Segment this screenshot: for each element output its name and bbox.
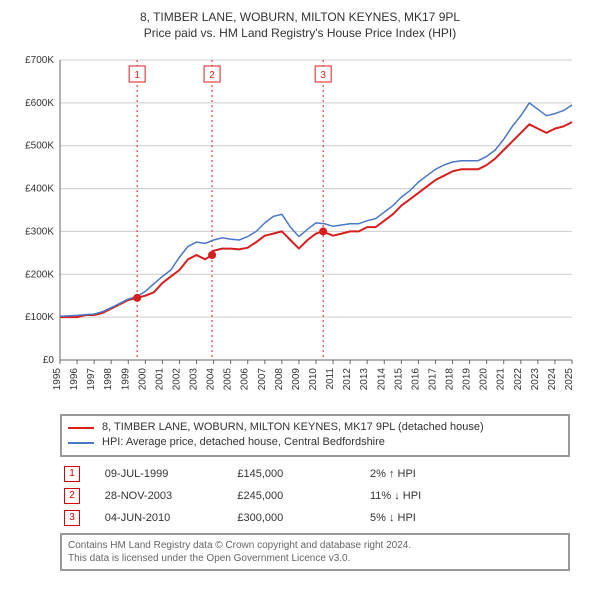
x-tick-label: 2006: [240, 368, 251, 391]
y-tick-label: £700K: [25, 55, 54, 66]
event-price: £300,000: [233, 507, 366, 529]
event-marker-badge: 1: [134, 70, 140, 81]
x-tick-label: 2009: [291, 368, 302, 391]
event-price: £145,000: [233, 463, 366, 485]
x-tick-label: 2019: [462, 368, 473, 391]
x-tick-label: 2000: [137, 368, 148, 391]
y-tick-label: £600K: [25, 98, 54, 109]
x-tick-label: 2003: [189, 368, 200, 391]
x-tick-label: 2022: [513, 368, 524, 391]
page-title-line2: Price paid vs. HM Land Registry's House …: [12, 26, 588, 40]
event-date: 04-JUN-2010: [101, 507, 234, 529]
legend-row: HPI: Average price, detached house, Cent…: [68, 435, 562, 450]
event-badge-cell: 1: [60, 463, 101, 485]
x-tick-label: 2014: [376, 368, 387, 391]
page-title-line1: 8, TIMBER LANE, WOBURN, MILTON KEYNES, M…: [12, 10, 588, 24]
event-marker-badge: 3: [320, 70, 326, 81]
x-tick-label: 2004: [206, 368, 217, 391]
x-tick-label: 2015: [393, 368, 404, 391]
event-point: [319, 227, 327, 235]
y-tick-label: £200K: [25, 269, 54, 280]
event-point: [208, 251, 216, 259]
x-tick-label: 2024: [547, 368, 558, 391]
x-tick-label: 2017: [427, 368, 438, 391]
event-date: 09-JUL-1999: [101, 463, 234, 485]
x-tick-label: 2007: [257, 368, 268, 391]
event-delta: 5% ↓ HPI: [366, 507, 570, 529]
x-tick-label: 2005: [223, 368, 234, 391]
x-tick-label: 2002: [171, 368, 182, 391]
price-chart: £0 £100K £200K £300K £400K £500K £600K £700K 199…: [12, 46, 588, 406]
attribution-line2: This data is licensed under the Open Gov…: [68, 552, 562, 565]
x-tick-label: 2011: [325, 368, 336, 390]
x-tick-label: 2016: [410, 368, 421, 391]
x-tick-label: 1997: [86, 368, 97, 391]
x-tick-label: 1995: [52, 368, 63, 391]
event-badge-cell: 3: [60, 507, 101, 529]
event-badge: 1: [64, 466, 80, 482]
transaction-events-table: 1 09-JUL-1999£145,0002% ↑ HPI 2 28-NOV-2003…: [60, 463, 570, 529]
event-badge: 3: [64, 510, 80, 526]
x-tick-label: 2020: [479, 368, 490, 391]
event-row: 1 09-JUL-1999£145,0002% ↑ HPI: [60, 463, 570, 485]
x-tick-label: 2010: [308, 368, 319, 391]
x-tick-label: 2001: [154, 368, 165, 391]
attribution-box: Contains HM Land Registry data © Crown c…: [60, 533, 570, 571]
y-tick-label: £500K: [25, 141, 54, 152]
event-row: 2 28-NOV-2003£245,00011% ↓ HPI: [60, 485, 570, 507]
x-tick-label: 2012: [342, 368, 353, 391]
x-tick-label: 1996: [69, 368, 80, 391]
legend-label: 8, TIMBER LANE, WOBURN, MILTON KEYNES, M…: [102, 420, 484, 435]
legend-label: HPI: Average price, detached house, Cent…: [102, 435, 385, 450]
x-tick-label: 1998: [103, 368, 114, 391]
y-tick-label: £100K: [25, 312, 54, 323]
event-delta: 2% ↑ HPI: [366, 463, 570, 485]
x-tick-label: 2008: [274, 368, 285, 391]
x-tick-label: 2021: [496, 368, 507, 391]
chart-svg: £0 £100K £200K £300K £400K £500K £600K £700K 199…: [12, 46, 588, 406]
x-tick-label: 2025: [564, 368, 575, 391]
legend-row: 8, TIMBER LANE, WOBURN, MILTON KEYNES, M…: [68, 420, 562, 435]
event-point: [133, 294, 141, 302]
event-delta: 11% ↓ HPI: [366, 485, 570, 507]
event-badge: 2: [64, 488, 80, 504]
legend-swatch: [68, 442, 94, 444]
event-marker-badge: 2: [209, 70, 215, 81]
event-badge-cell: 2: [60, 485, 101, 507]
y-tick-label: £300K: [25, 226, 54, 237]
legend-swatch: [68, 427, 94, 429]
x-tick-label: 2023: [530, 368, 541, 391]
x-tick-label: 2013: [359, 368, 370, 391]
chart-legend: 8, TIMBER LANE, WOBURN, MILTON KEYNES, M…: [60, 414, 570, 457]
x-tick-label: 1999: [120, 368, 131, 391]
attribution-line1: Contains HM Land Registry data © Crown c…: [68, 539, 562, 552]
event-date: 28-NOV-2003: [101, 485, 234, 507]
event-price: £245,000: [233, 485, 366, 507]
y-tick-label: £0: [43, 355, 55, 366]
y-tick-label: £400K: [25, 184, 54, 195]
event-row: 3 04-JUN-2010£300,0005% ↓ HPI: [60, 507, 570, 529]
x-tick-label: 2018: [445, 368, 456, 391]
